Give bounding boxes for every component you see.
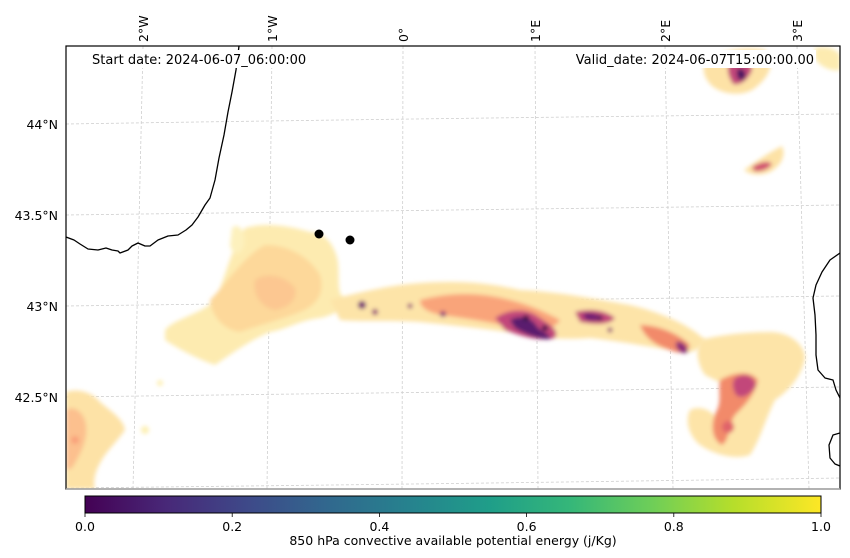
gridline-lon-2E: [664, 46, 674, 489]
gridlines: [66, 46, 840, 489]
gridline-lon-2W: [132, 46, 144, 489]
lat-tick-label: 44°N: [26, 117, 58, 132]
colorbar-tick-label: 0.0: [75, 519, 95, 534]
colorbar-tick-label: 0.6: [517, 519, 537, 534]
ne-cape-cell-2: [744, 146, 784, 175]
gridline-lon-1E: [534, 46, 539, 489]
colorbar-tick-label: 1.0: [811, 519, 831, 534]
colorbar-tick-label: 0.4: [369, 519, 389, 534]
colorbar-ticks: 0.0 0.2 0.4 0.6 0.8 1.0: [75, 513, 831, 534]
coastlines: [66, 46, 840, 467]
gridline-lat-42: [66, 477, 840, 489]
start-date-label: Start date: 2024-06-07_06:00:00: [92, 53, 306, 68]
gridline-lat-44: [66, 113, 840, 125]
colorbar-tick-label: 0.8: [664, 519, 684, 534]
gridline-lat-43_5: [66, 204, 840, 216]
gridline-lat-42_5: [66, 386, 840, 398]
lon-tick-label: 0°: [396, 28, 411, 42]
coastline-west: [66, 46, 240, 254]
valid-date-background: [554, 50, 816, 68]
lat-tick-label: 42.5°N: [15, 390, 58, 405]
lon-tick-label: 1°E: [528, 20, 543, 42]
lon-tick-label: 1°W: [265, 15, 280, 42]
gridline-lon-0: [401, 46, 404, 489]
sw-cape-region: [66, 380, 163, 489]
coastline-east: [812, 252, 840, 399]
start-date-background: [88, 50, 326, 68]
main-cape-band: [330, 281, 705, 354]
lon-tick-label: 2°E: [658, 20, 673, 42]
lat-tick-labels: 44°N 43.5°N 43°N 42.5°N: [15, 117, 58, 405]
colorbar: 0.0 0.2 0.4 0.6 0.8 1.0 850 hPa convective av…: [75, 495, 831, 548]
coastline-east-island: [828, 432, 840, 467]
colorbar-tick-label: 0.2: [222, 519, 242, 534]
lat-tick-label: 43°N: [26, 299, 58, 314]
colorbar-gradient: [84, 495, 822, 514]
lon-tick-label: 2°W: [136, 15, 151, 42]
west-cape-region: [165, 225, 345, 365]
se-cape-region: [687, 332, 805, 457]
location-marker[interactable]: [314, 229, 324, 239]
lon-tick-labels: 2°W 1°W 0° 1°E 2°E 3°E: [136, 15, 805, 42]
valid-date-label: Valid_date: 2024-06-07T15:00:00.00: [576, 53, 814, 68]
location-markers: [314, 229, 355, 245]
cape-field: [66, 47, 840, 489]
lat-tick-label: 43.5°N: [15, 208, 58, 223]
location-marker[interactable]: [345, 235, 355, 245]
map-panel: Start date: 2024-06-07_06:00:00 Valid_da…: [66, 46, 840, 489]
colorbar-label: 850 hPa convective available potential e…: [289, 533, 616, 548]
lon-tick-label: 3°E: [790, 20, 805, 42]
gridline-lon-3E: [796, 46, 810, 489]
